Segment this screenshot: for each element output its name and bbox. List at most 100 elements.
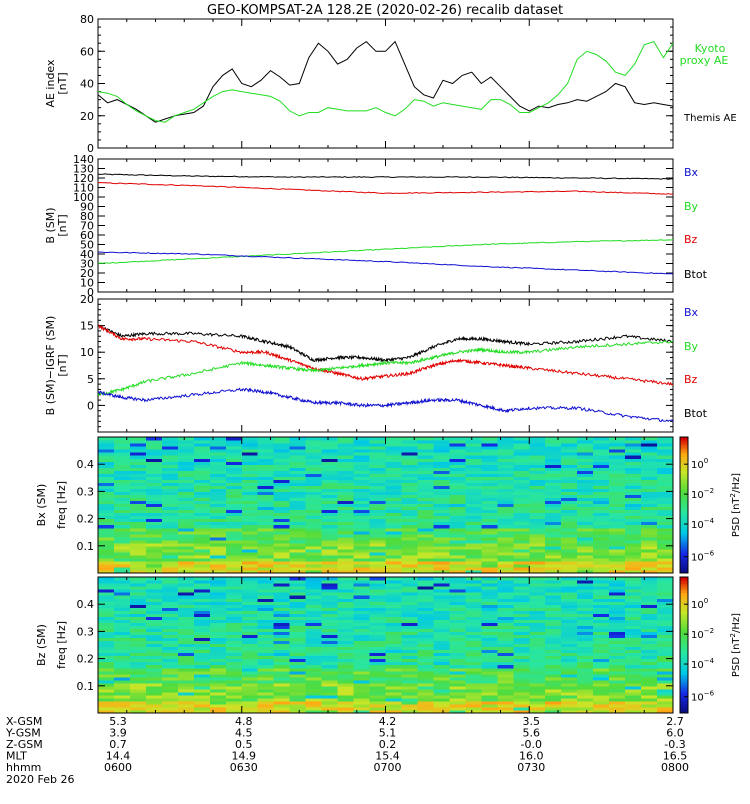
spectrogram-cell <box>641 691 658 696</box>
spectrogram-cell <box>465 646 482 651</box>
spectrogram-cell <box>625 491 642 496</box>
spectrogram-cell <box>417 533 435 538</box>
spectrogram-cell <box>657 539 674 544</box>
spectrogram-cell <box>209 566 227 571</box>
colorbar-cell <box>680 604 688 608</box>
spectrogram-cell <box>417 661 435 666</box>
spectrogram-cell <box>513 524 530 529</box>
spectrogram-cell <box>449 586 466 590</box>
spectrogram-cell <box>209 503 227 508</box>
spectrogram-cell <box>593 440 610 444</box>
spectrogram-cell <box>289 613 307 617</box>
spectrogram-cell <box>241 619 259 623</box>
spectrogram-cell <box>145 485 163 489</box>
spectrogram-cell <box>497 703 514 708</box>
colorbar-cell <box>680 557 688 560</box>
spectrogram-cell <box>161 467 179 471</box>
spectrogram-cell <box>225 533 243 538</box>
ephemeris-label-hhmm: hhmm <box>6 761 41 774</box>
spectrogram-cell <box>113 539 131 544</box>
spectrogram-cell <box>225 491 243 496</box>
spectrogram-cell <box>305 455 323 459</box>
spectrogram-cell <box>529 539 546 544</box>
spectrogram-cell <box>385 670 403 675</box>
spectrogram-cell <box>225 455 243 459</box>
spectrogram-cell <box>257 667 275 672</box>
spectrogram-cell <box>417 470 435 474</box>
spectrogram-cell <box>465 658 482 663</box>
ephemeris-value: 0.2 <box>379 738 397 751</box>
spectrogram-cell <box>513 569 530 574</box>
spectrogram-cell <box>561 452 578 456</box>
spectrogram-cell <box>289 688 307 693</box>
spectrogram-cell <box>545 622 562 626</box>
spectrogram-cell <box>129 503 147 508</box>
spectrogram-cell <box>577 664 594 669</box>
spectrogram-cell <box>497 580 514 584</box>
spectrogram-cell <box>273 646 291 651</box>
spectrogram-cell <box>641 452 658 456</box>
spectrogram-cell <box>657 548 674 553</box>
spectrogram-cell <box>209 491 227 496</box>
spectrogram-cell <box>401 530 419 535</box>
spectrogram-cell <box>641 440 658 444</box>
spectrogram-cell <box>353 500 371 505</box>
spectrogram-cell <box>497 679 514 684</box>
spectrogram-cell <box>305 542 323 547</box>
spectrogram-cell <box>113 521 131 526</box>
spectrogram-cell <box>449 697 466 702</box>
spectrogram-cell <box>305 643 323 648</box>
spectrogram-cell <box>609 634 626 639</box>
spectrogram-cell <box>353 658 371 663</box>
spectrogram-cell <box>417 539 435 544</box>
spectrogram-cell <box>337 655 355 660</box>
spectrogram-cell <box>257 592 275 596</box>
spectrogram-cell <box>449 500 466 505</box>
spectrogram-cell <box>225 646 243 651</box>
colorbar-frame <box>679 436 689 574</box>
spectrogram-cell <box>289 476 307 480</box>
spectrogram-cell <box>193 697 211 702</box>
spectrogram-cell <box>497 700 514 705</box>
spectrogram-cell <box>577 586 594 590</box>
spectrogram-cell <box>561 634 578 639</box>
spectrogram-cell <box>113 643 131 648</box>
colorbar-cell <box>680 640 688 644</box>
spectrogram-cell <box>321 512 339 517</box>
spectrogram-cell <box>113 661 131 666</box>
spectrogram-cell <box>449 631 466 636</box>
spectrogram-cell <box>257 604 275 608</box>
spectrogram-cell <box>641 697 658 702</box>
spectrogram-cell <box>305 697 323 702</box>
spectrogram-cell <box>113 524 131 529</box>
spectrogram-cell <box>513 634 530 639</box>
spectrogram-cell <box>417 676 435 681</box>
spectrogram-cell <box>577 682 594 687</box>
spectrogram-cell <box>257 449 275 453</box>
colorbar-cell <box>680 509 688 513</box>
spectrogram-cell <box>401 560 419 565</box>
spectrogram-cell <box>433 634 450 639</box>
spectrogram-cell <box>577 545 594 550</box>
spectrogram-cell <box>641 530 658 535</box>
spectrogram-cell <box>513 637 530 642</box>
spectrogram-cell <box>337 706 355 711</box>
legend-bx: Bx <box>684 166 699 179</box>
spectrogram-cell <box>641 470 658 474</box>
spectrogram-cell <box>98 518 115 523</box>
spectrogram-cell <box>593 586 610 590</box>
spectrogram-cell <box>305 449 323 453</box>
spectrogram-cell <box>625 604 642 608</box>
spectrogram-cell <box>433 670 450 675</box>
spectrogram-cell <box>513 539 530 544</box>
spectrogram-cell <box>241 607 259 611</box>
spectrogram-cell <box>529 613 546 617</box>
spectrogram-cell <box>641 473 658 477</box>
colorbar-cell <box>680 482 688 486</box>
spectrogram-cell <box>657 452 674 456</box>
spectrogram-cell <box>593 509 610 514</box>
spectrogram-cell <box>225 503 243 508</box>
spectrogram-cell <box>273 521 291 526</box>
spectrogram-cell <box>497 631 514 636</box>
spectrogram-cell <box>513 473 530 477</box>
